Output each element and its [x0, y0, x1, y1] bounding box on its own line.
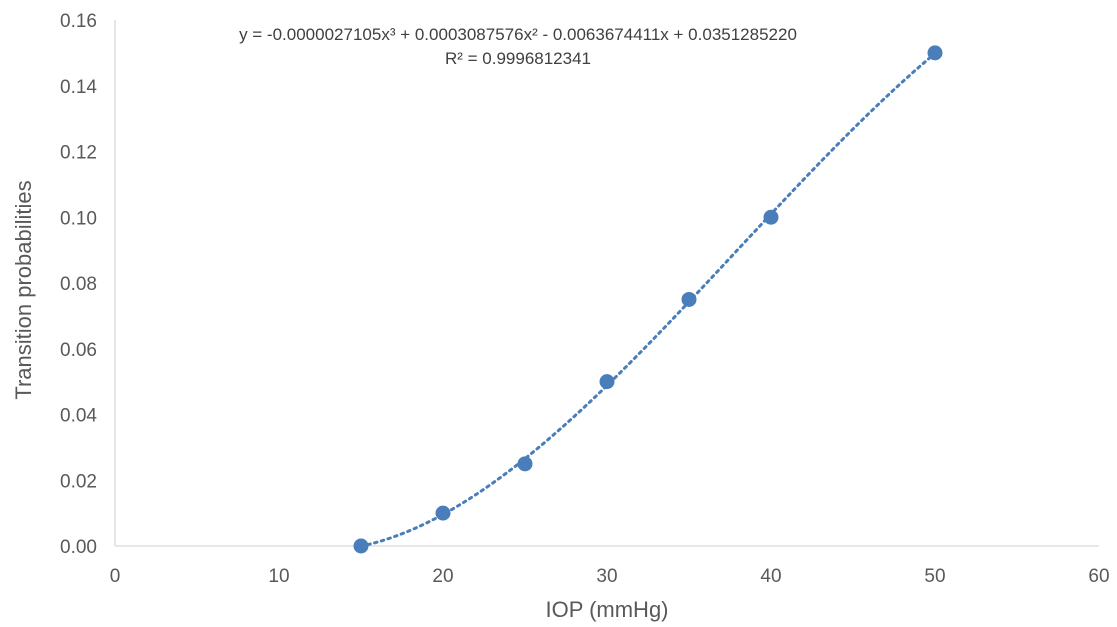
- x-tick-label: 10: [268, 566, 289, 587]
- r-squared-label: R² = 0.9996812341: [445, 49, 591, 68]
- data-point: [763, 209, 779, 225]
- x-tick-label: 20: [432, 566, 453, 587]
- x-tick-labels: 0 10 20 30 40 50 60: [110, 566, 1110, 587]
- data-point: [353, 538, 369, 554]
- y-tick-label: 0.04: [60, 406, 97, 427]
- data-point: [435, 505, 451, 521]
- y-tick-label: 0.00: [60, 537, 97, 558]
- plot-area: [114, 20, 1099, 547]
- x-tick-label: 60: [1088, 566, 1109, 587]
- data-point: [517, 456, 533, 472]
- y-axis-title: Transition probabilities: [11, 180, 36, 399]
- x-tick-label: 50: [924, 566, 945, 587]
- x-tick-label: 30: [596, 566, 617, 587]
- data-point: [927, 45, 943, 61]
- data-point: [599, 374, 615, 390]
- x-tick-label: 40: [760, 566, 781, 587]
- data-point: [681, 291, 697, 307]
- y-tick-label: 0.06: [60, 340, 97, 361]
- trendline-equation: y = -0.0000027105x³ + 0.0003087576x² - 0…: [239, 25, 797, 44]
- y-tick-label: 0.16: [60, 11, 97, 32]
- x-axis-title: IOP (mmHg): [545, 597, 668, 622]
- y-tick-label: 0.14: [60, 77, 97, 98]
- trendline: [359, 51, 937, 548]
- y-tick-label: 0.08: [60, 274, 97, 295]
- y-tick-labels: 0.00 0.02 0.04 0.06 0.08 0.10 0.12 0.14 0.16: [60, 11, 97, 558]
- x-tick-label: 0: [110, 566, 121, 587]
- data-points: [353, 45, 943, 554]
- y-tick-label: 0.10: [60, 208, 97, 229]
- y-tick-label: 0.02: [60, 471, 97, 492]
- y-tick-label: 0.12: [60, 143, 97, 164]
